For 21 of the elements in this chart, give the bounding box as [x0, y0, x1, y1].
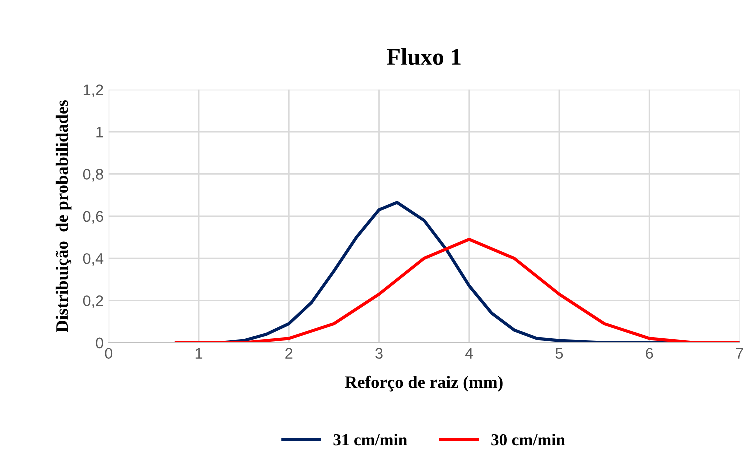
x-tick-label: 3 [376, 348, 383, 360]
x-tick-label: 1 [196, 348, 203, 359]
x-tick-label: 6 [646, 348, 654, 360]
x-tick-label: 2 [286, 348, 293, 359]
line-series [174, 238, 740, 343]
y-tick-label: 1,2 [84, 84, 104, 98]
x-tick-label: 4 [465, 348, 474, 359]
legend-label: 30 cm/min [492, 434, 566, 446]
x-axis-title: Reforço de raiz (mm) [345, 376, 503, 392]
y-tick-label: 0,4 [83, 253, 104, 266]
x-tick-label: 7 [736, 348, 744, 359]
legend-label: 31 cm/min [334, 434, 408, 446]
y-axis-title: Distribuição de probabilidades [56, 100, 72, 332]
y-tick-label: 0,8 [83, 169, 104, 182]
x-tick-label: 5 [556, 348, 564, 360]
x-tick-label: 0 [105, 348, 113, 360]
y-tick-label: 1 [96, 127, 104, 138]
y-tick-label: 0,2 [83, 296, 104, 308]
y-tick-label: 0,6 [83, 211, 104, 224]
chart-title: Fluxo 1 [387, 48, 461, 66]
y-tick-label: 0 [96, 338, 104, 349]
